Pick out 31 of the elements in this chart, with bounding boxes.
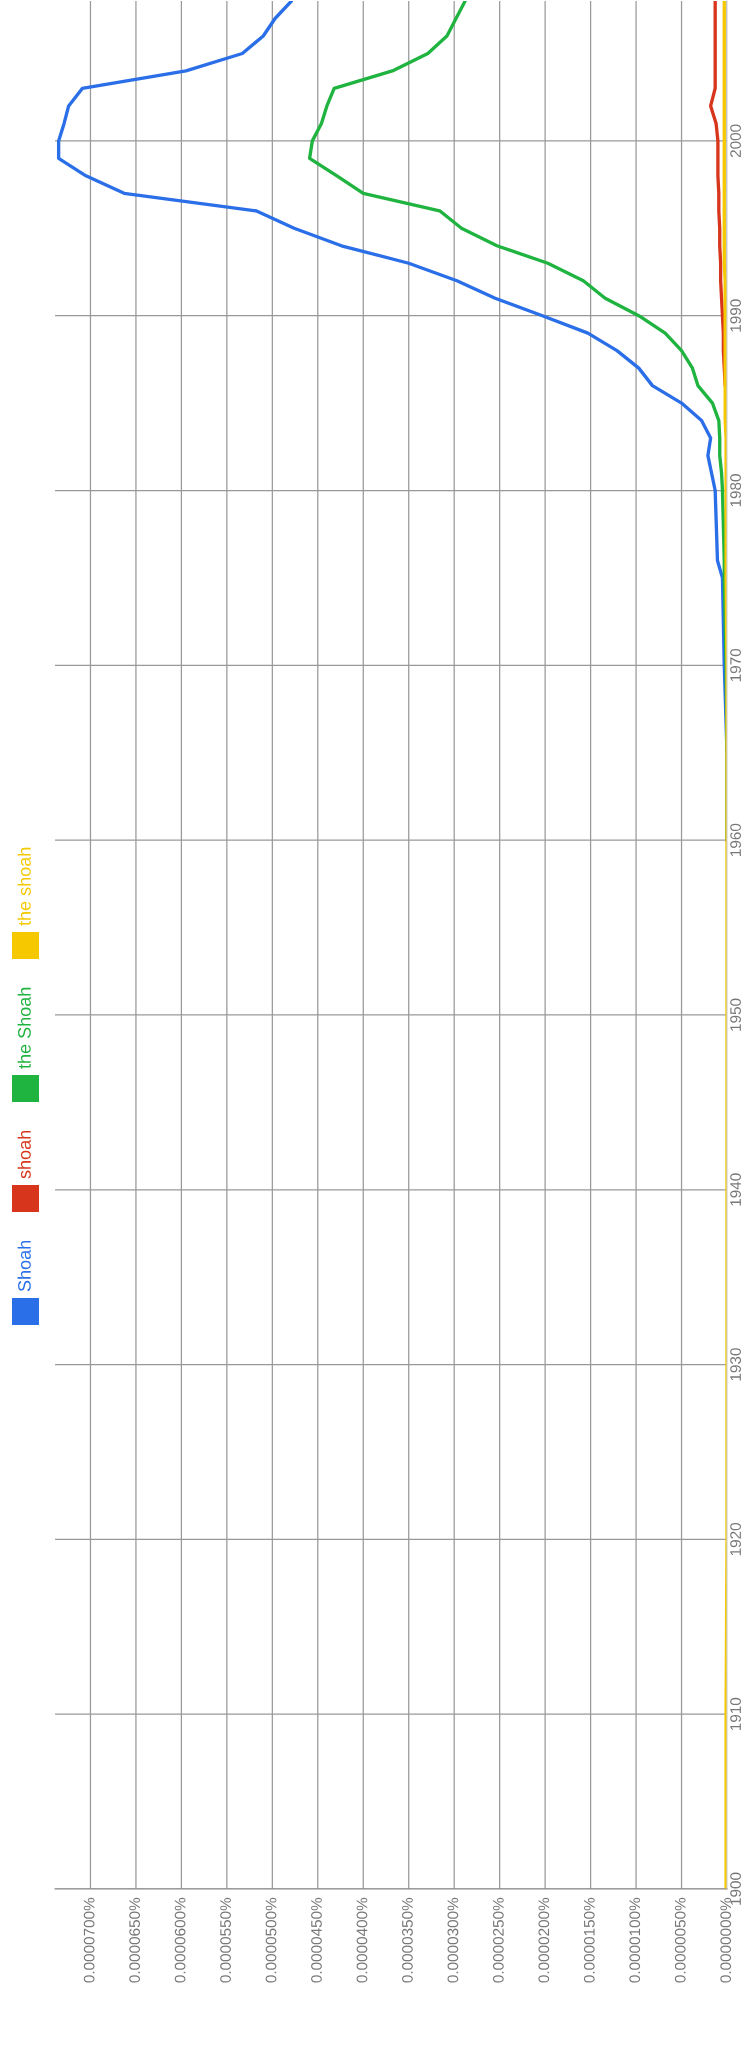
x-tick-label: 0.0000300% xyxy=(447,1897,459,1983)
x-tick-label: 0.0000500% xyxy=(265,1897,277,1983)
text: shoah xyxy=(17,1130,31,1179)
x-tick-label: 0.0000100% xyxy=(629,1897,641,1983)
y-tick-label: 1950 xyxy=(730,998,741,1031)
x-tick-label: 0.0000700% xyxy=(83,1897,95,1983)
y-tick-label: 2000 xyxy=(730,124,741,158)
x-tick-label: 0.0000600% xyxy=(174,1897,186,1983)
x-tick-label: 0.0000650% xyxy=(129,1897,141,1983)
y-tick-label: 1990 xyxy=(730,299,741,332)
y-tick-label: 1930 xyxy=(730,1348,741,1381)
y-tick-label: 1970 xyxy=(730,648,741,682)
x-tick-label: 0.0000400% xyxy=(356,1897,368,1983)
line-series xyxy=(708,1,727,388)
x-tick-label: 0.0000350% xyxy=(402,1897,413,1983)
text: Shoah xyxy=(17,1240,31,1292)
y-tick-label: 1960 xyxy=(730,823,741,856)
y-tick-label: 1900 xyxy=(730,1872,741,1905)
y-tick-label: 1940 xyxy=(730,1173,741,1206)
y-tick-label: 1980 xyxy=(730,474,741,507)
x-tick-label: 0.0000200% xyxy=(538,1897,550,1983)
x-tick-label: 0.0000250% xyxy=(492,1897,504,1983)
y-tick-label: 1910 xyxy=(730,1697,741,1731)
text: the shoah xyxy=(17,847,31,926)
y-tick-label: 1920 xyxy=(730,1522,741,1556)
x-tick-label: 0.0000550% xyxy=(220,1897,231,1983)
x-tick-label: 0.0000450% xyxy=(311,1897,322,1983)
x-tick-label: 0.0000000% xyxy=(720,1897,732,1983)
x-tick-label: 0.0000150% xyxy=(583,1897,595,1983)
text: the Shoah xyxy=(17,987,31,1069)
x-tick-label: 0.0000050% xyxy=(674,1897,686,1983)
